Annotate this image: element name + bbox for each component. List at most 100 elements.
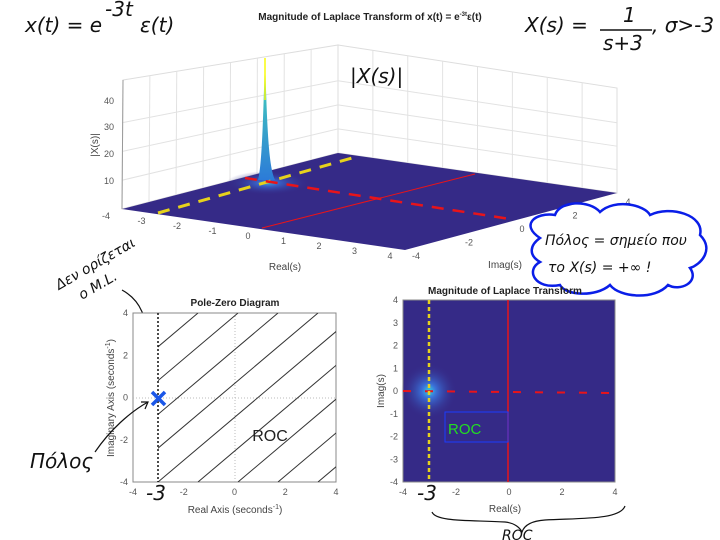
pz-y-tick-label: -4 <box>120 477 128 487</box>
transform-numerator: 1 <box>623 3 636 27</box>
pz-x-tick-label: 2 <box>283 487 288 497</box>
imag-tick-label: 4 <box>625 197 630 207</box>
z-axis-label: |X(s)| <box>90 133 101 157</box>
heatmap-x-tick-label: 4 <box>612 487 617 497</box>
real-tick-label: -1 <box>208 226 216 236</box>
imag-tick-label: 2 <box>572 211 577 221</box>
heatmap-plot: Magnitude of Laplace Transform ROC -4 -2 0… <box>376 286 626 540</box>
pz-y-tick-label: 2 <box>123 350 128 360</box>
handwritten-signal: x(t) = e -3t ε(t) <box>24 0 174 37</box>
roc-hatch-line <box>158 313 199 348</box>
pz-x-tick-label: -2 <box>180 487 188 497</box>
pz-y-tick-label: 0 <box>123 393 128 403</box>
transform-lhs: X(s) = <box>524 13 588 37</box>
arrow-to-pole <box>94 401 149 453</box>
heatmap-y-tick-label: 2 <box>393 341 398 351</box>
heatmap-y-tick-label: -4 <box>390 477 398 487</box>
arrowhead-icon <box>141 401 149 410</box>
handwritten-magnitude: |X(s)| <box>350 64 403 88</box>
real-ticks: -4 -3 -2 -1 0 1 2 3 4 <box>102 211 393 261</box>
pz-title: Pole-Zero Diagram <box>191 298 280 309</box>
wall-gridline <box>175 71 178 196</box>
heatmap-real-axis <box>402 390 616 394</box>
real-tick-label: 4 <box>387 251 392 261</box>
pz-y-tick-label: -2 <box>120 435 128 445</box>
wall-gridline <box>229 62 231 182</box>
heatmap-x-ticks: -4 -2 0 2 4 <box>399 487 618 497</box>
pz-x-tick-label: 4 <box>333 487 338 497</box>
transform-condition: , σ>-3 <box>652 13 714 37</box>
roc-hatch-line <box>197 364 336 482</box>
cloud-outline <box>529 202 708 297</box>
roc-hatch-line <box>237 398 336 482</box>
heatmap-x-tick-label: -2 <box>452 487 460 497</box>
imag-ticks: -4 -2 0 2 4 <box>412 197 631 261</box>
real-tick-label: 0 <box>245 231 250 241</box>
signal-tail: ε(t) <box>140 13 174 37</box>
pz-x-ticks: -4 -2 0 2 4 <box>129 487 339 497</box>
heatmap-roc-label: ROC <box>448 421 482 438</box>
roc-hatch <box>158 313 336 482</box>
heatmap-y-ticks: -4 -3 -2 -1 0 1 2 3 4 <box>390 295 398 487</box>
wall-gridline <box>121 80 618 124</box>
imag-axis-line <box>261 173 476 229</box>
signal-exponent: -3t <box>105 0 134 21</box>
wall-gridline <box>121 104 618 152</box>
wall-grid <box>121 49 618 203</box>
heatmap-x-tick-label: 0 <box>506 487 511 497</box>
heatmap-y-tick-label: -2 <box>390 432 398 442</box>
handwritten-pole-label: Πόλος <box>30 449 93 473</box>
pole-marker <box>150 390 167 407</box>
roc-hatch-line <box>277 432 336 482</box>
surface-peak <box>258 58 275 180</box>
z-axis <box>121 79 124 210</box>
heatmap-y-tick-label: 0 <box>393 386 398 396</box>
z-tick-label: 40 <box>104 96 114 106</box>
cloud-text-line1: Πόλος = σημείο που <box>545 233 687 249</box>
transform-denominator: s+3 <box>603 31 643 55</box>
real-tick-label: -3 <box>137 216 145 226</box>
real-tick-label: -2 <box>173 221 181 231</box>
pz-x-tick-label: 0 <box>232 487 237 497</box>
wall-gridline <box>148 75 151 203</box>
imag-tick-label: -4 <box>412 251 420 261</box>
signal-text: x(t) = e <box>24 13 102 37</box>
heatmap-x-tick-label: 2 <box>559 487 564 497</box>
heatmap-title: Magnitude of Laplace Transform <box>428 286 582 297</box>
pz-roc-label: ROC <box>252 428 288 445</box>
real-tick-label: 2 <box>316 241 321 251</box>
heatmap-x-tick-label: -4 <box>399 487 407 497</box>
roc-brace <box>431 505 626 534</box>
wall-gridline <box>202 66 205 189</box>
handwritten-minus3-right: -3 <box>417 481 437 505</box>
roc-hatch-line <box>158 313 319 449</box>
handwritten-minus3-left: -3 <box>146 481 166 505</box>
heatmap-y-tick-label: 1 <box>393 363 398 373</box>
surface-plot: Magnitude of Laplace Transform of x(t) =… <box>90 12 631 273</box>
z-ticks: 10 20 30 40 <box>104 96 114 186</box>
z-tick-label: 10 <box>104 176 114 186</box>
handwritten-roc: ROC <box>502 528 533 540</box>
imag-tick-label: -2 <box>465 238 473 248</box>
pz-ylabel: Imaginary Axis (seconds-1) <box>105 339 117 457</box>
heatmap-y-tick-label: -3 <box>390 454 398 464</box>
imag-tick-label: 0 <box>519 224 524 234</box>
pz-xlabel: Real Axis (seconds-1) <box>188 504 283 516</box>
wall-gridline <box>121 128 618 181</box>
handwritten-transform: X(s) = 1 s+3 , σ>-3 <box>524 3 714 55</box>
heatmap-y-tick-label: 3 <box>393 318 398 328</box>
cloud-annotation: Πόλος = σημείο που το X(s) = +∞ ! <box>529 202 708 297</box>
heatmap-xlabel: Real(s) <box>489 504 521 515</box>
roc-hatch-line <box>158 330 336 482</box>
heatmap-ylabel: Imag(s) <box>376 374 387 408</box>
pz-x-tick-label: -4 <box>129 487 137 497</box>
real-tick-label: -4 <box>102 211 110 221</box>
roc-hatch-line <box>158 313 239 382</box>
z-tick-label: 20 <box>104 149 114 159</box>
imag-axis-label: Imag(s) <box>488 260 522 271</box>
heatmap-y-tick-label: -1 <box>390 409 398 419</box>
pz-y-tick-label: 4 <box>123 308 128 318</box>
real-tick-label: 3 <box>352 246 357 256</box>
